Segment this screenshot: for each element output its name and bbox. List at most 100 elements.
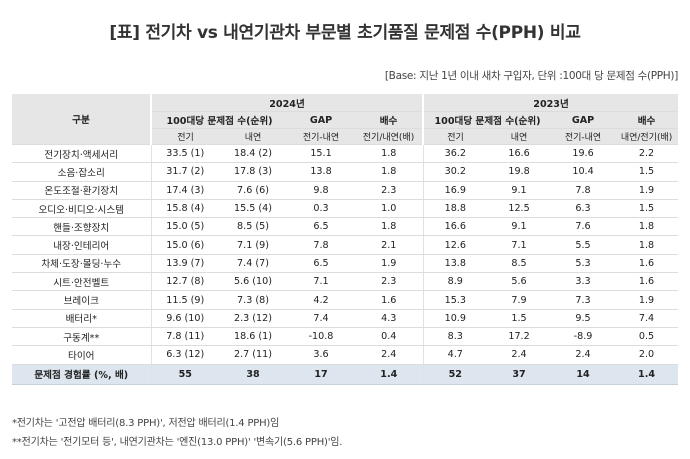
table-cell: 17 — [287, 364, 355, 385]
table-row: 타이어 6.3 (12) 2.7 (11) 3.6 2.4 4.7 2.4 2.4 2.0 — [12, 345, 679, 365]
table-cell: 1.5 — [615, 199, 679, 219]
table-cell: 2.7 (11) — [219, 345, 287, 365]
table-cell: 9.1 — [487, 217, 552, 237]
group-header-gap-2023: GAP — [551, 111, 616, 129]
comparison-table: 구분 2024년 2023년 100대당 문제점 수(순위) GAP 배수 10… — [12, 94, 679, 385]
table-cell: 7.4 — [287, 309, 355, 328]
table-cell: 37 — [487, 364, 552, 385]
category-header: 구분 — [12, 94, 151, 145]
row-label: 배터리* — [12, 309, 151, 328]
sub-header-ev-2024: 전기 — [150, 128, 219, 145]
row-label: 온도조절·환기장치 — [12, 181, 151, 200]
year-header-2023: 2023년 — [422, 94, 679, 112]
sub-header-ratio-2023: 내연/전기(배) — [615, 128, 679, 145]
table-cell: 6.3 (12) — [150, 345, 219, 365]
table-cell: 1.8 — [615, 235, 679, 255]
table-cell: 2.2 — [615, 144, 679, 164]
sub-header-ice-2024: 내연 — [219, 128, 287, 145]
table-cell: 19.6 — [551, 144, 616, 164]
table-cell: 52 — [422, 364, 488, 385]
table-cell: 3.6 — [287, 345, 355, 365]
table-row: 구동계** 7.8 (11) 18.6 (1) -10.8 0.4 8.3 17.2 -8.9… — [12, 327, 679, 347]
table-cell: 2.0 — [615, 345, 679, 365]
table-cell: 33.5 (1) — [150, 144, 219, 164]
table-cell: -8.9 — [551, 327, 616, 347]
sub-header-ev-2023: 전기 — [422, 128, 488, 145]
table-cell: 55 — [150, 364, 219, 385]
table-row: 차체·도장·몰딩·누수 13.9 (7) 7.4 (7) 6.5 1.9 13.8 8.5 5… — [12, 254, 679, 274]
row-label: 차체·도장·몰딩·누수 — [12, 254, 151, 274]
group-header-ratio-2024: 배수 — [355, 111, 424, 129]
table-cell: 9.5 — [551, 309, 616, 328]
table-row: 오디오·비디오·시스템 15.8 (4) 15.5 (4) 0.3 1.0 18.8 12.… — [12, 199, 679, 219]
table-row: 내장·인테리어 15.0 (6) 7.1 (9) 7.8 2.1 12.6 7.1 5.5 1.… — [12, 235, 679, 255]
table-cell: 1.4 — [615, 364, 679, 385]
table-cell: 30.2 — [422, 162, 488, 182]
table-cell: 2.4 — [355, 345, 424, 365]
table-cell: 16.6 — [422, 217, 488, 237]
row-label: 오디오·비디오·시스템 — [12, 199, 151, 219]
table-cell: 9.1 — [487, 181, 552, 200]
footnote-battery: *전기차는 '고전압 배터리(8.3 PPH)', 저전압 배터리(1.4 PP… — [12, 418, 280, 429]
table-cell: 8.5 — [487, 254, 552, 274]
row-label: 타이어 — [12, 345, 151, 365]
table-cell: 13.9 (7) — [150, 254, 219, 274]
base-note: [Base: 지난 1년 이내 새차 구입자, 단위 :100대 당 문제점 수… — [384, 70, 678, 82]
row-label: 핸들·조향장치 — [12, 217, 151, 237]
table-cell: 9.6 (10) — [150, 309, 219, 328]
total-row: 문제점 경험률 (%, 배) 55 38 17 1.4 52 37 14 1.4 — [12, 364, 679, 385]
row-label: 시트·안전벨트 — [12, 272, 151, 292]
table-cell: 0.4 — [355, 327, 424, 347]
table-row: 전기장치·액세서리 33.5 (1) 18.4 (2) 15.1 1.8 36.2 16.6… — [12, 144, 679, 164]
table-cell: 7.6 — [551, 217, 616, 237]
table-cell: 5.6 (10) — [219, 272, 287, 292]
year-header-2024: 2024년 — [149, 94, 424, 112]
table-cell: 10.4 — [551, 162, 616, 182]
row-label: 문제점 경험률 (%, 배) — [12, 364, 151, 385]
table-row: 온도조절·환기장치 17.4 (3) 7.6 (6) 9.8 2.3 16.9 9.1 7.8… — [12, 181, 679, 200]
table-cell: 38 — [219, 364, 287, 385]
table-cell: 5.6 — [487, 272, 552, 292]
table-cell: 4.2 — [287, 290, 355, 310]
table-cell: 17.2 — [487, 327, 552, 347]
table-cell: 1.5 — [487, 309, 552, 328]
table-row: 소음·잡소리 31.7 (2) 17.8 (3) 13.8 1.8 30.2 19.8 10.… — [12, 162, 679, 182]
table-cell: 9.8 — [287, 181, 355, 200]
table-cell: 1.0 — [355, 199, 424, 219]
row-label: 내장·인테리어 — [12, 235, 151, 255]
table-cell: 15.0 (5) — [150, 217, 219, 237]
table-cell: 6.5 — [287, 217, 355, 237]
table-cell: 5.3 — [551, 254, 616, 274]
table-cell: 31.7 (2) — [150, 162, 219, 182]
table-cell: 18.4 (2) — [219, 144, 287, 164]
table-cell: 5.5 — [551, 235, 616, 255]
table-cell: 6.5 — [287, 254, 355, 274]
table-cell: 1.4 — [355, 364, 424, 385]
table-cell: 15.8 (4) — [150, 199, 219, 219]
table-cell: 6.3 — [551, 199, 616, 219]
table-row: 시트·안전벨트 12.7 (8) 5.6 (10) 7.1 2.3 8.9 5.6 3.3 1.… — [12, 272, 679, 292]
table-cell: 8.3 — [422, 327, 488, 347]
sub-header-ice-2023: 내연 — [487, 128, 552, 145]
table-cell: 7.4 — [615, 309, 679, 328]
table-cell: 18.6 (1) — [219, 327, 287, 347]
table-cell: 2.4 — [551, 345, 616, 365]
group-header-ratio-2023: 배수 — [615, 111, 679, 129]
group-header-pph-2024: 100대당 문제점 수(순위) — [150, 111, 287, 129]
table-cell: 1.9 — [355, 254, 424, 274]
table-cell: 12.5 — [487, 199, 552, 219]
row-label: 소음·잡소리 — [12, 162, 151, 182]
table-cell: 7.3 — [551, 290, 616, 310]
table-cell: 17.4 (3) — [150, 181, 219, 200]
table-cell: 4.7 — [422, 345, 488, 365]
table-cell: 15.1 — [287, 144, 355, 164]
table-cell: 8.5 (5) — [219, 217, 287, 237]
footnote-drivetrain: **전기차는 '전기모터 등', 내연기관차는 '엔진(13.0 PPH)' '… — [12, 437, 343, 448]
sub-header-ratio-2024: 전기/내연(배) — [355, 128, 424, 145]
table-cell: 7.1 — [287, 272, 355, 292]
table-cell: 16.9 — [422, 181, 488, 200]
table-cell: 1.6 — [615, 272, 679, 292]
table-cell: 1.6 — [615, 254, 679, 274]
table-cell: 2.1 — [355, 235, 424, 255]
table-cell: 13.8 — [287, 162, 355, 182]
